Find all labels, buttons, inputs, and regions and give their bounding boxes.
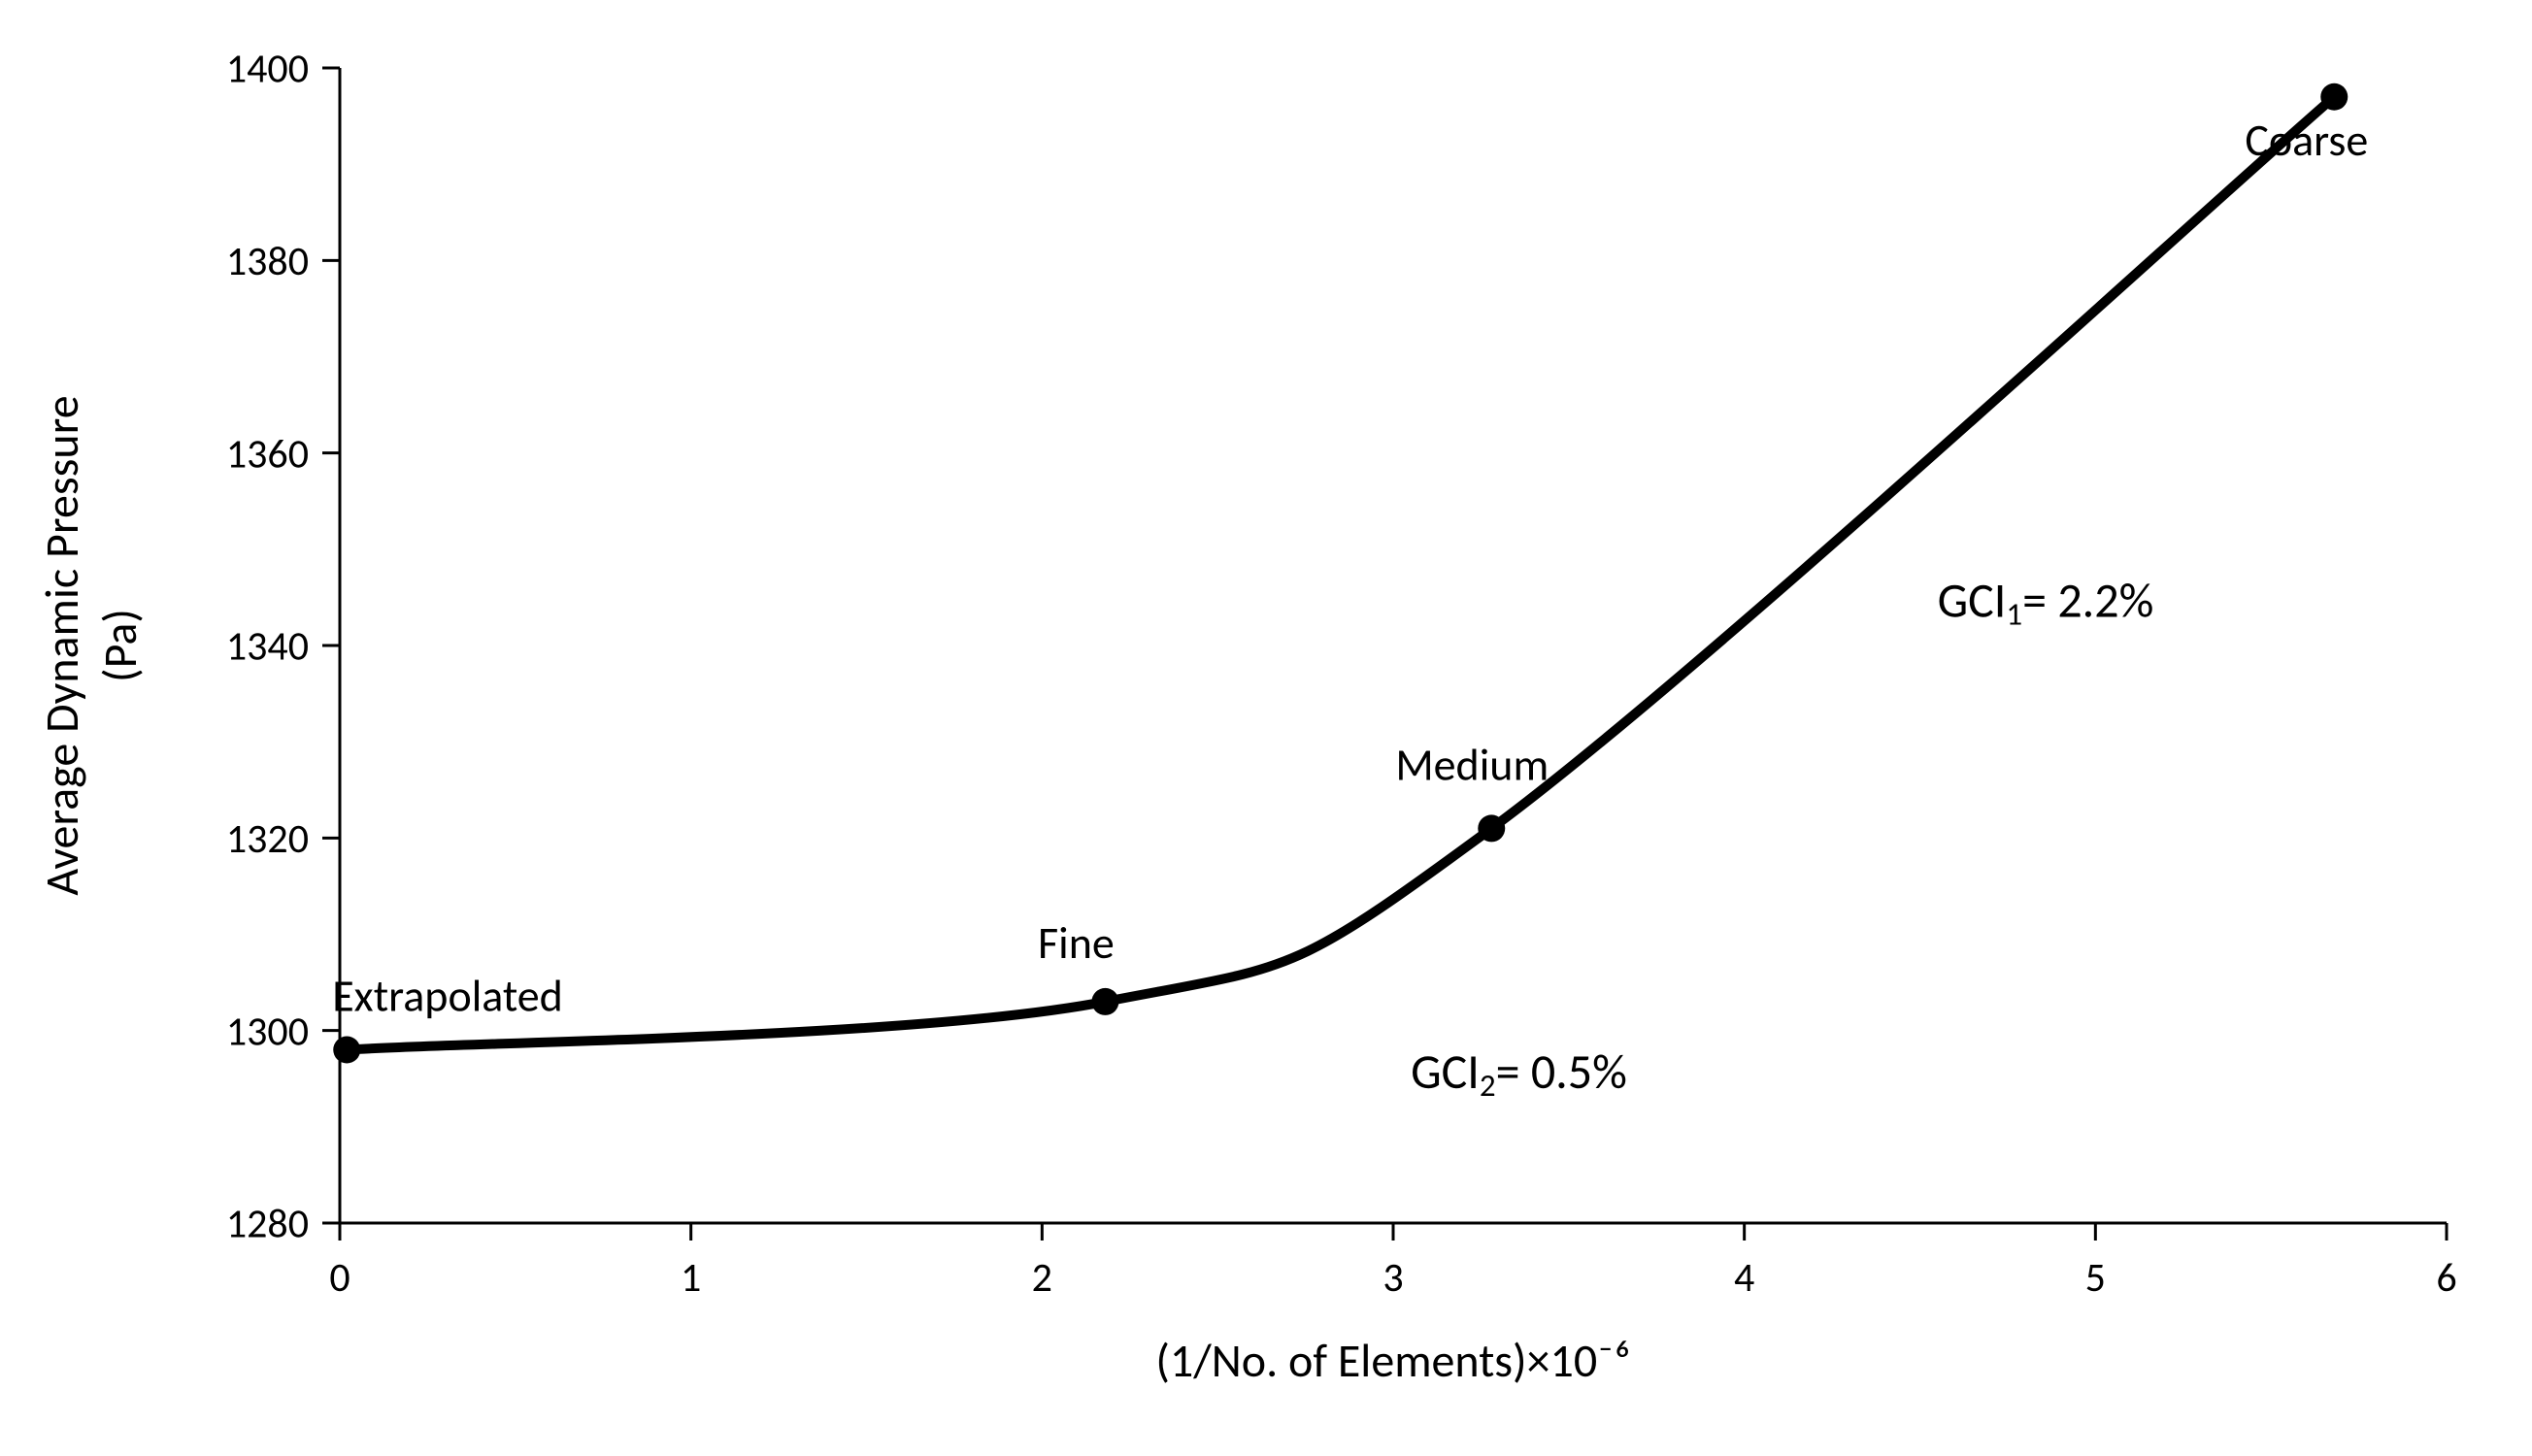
x-axis-title: (1/No. of Elements)×10⁻⁶ — [1155, 1332, 1630, 1389]
chart-container: 0 1 2 3 4 5 6 1280 1300 1320 1340 1360 1380 1400 (1/No… — [0, 0, 2532, 1456]
data-point — [1091, 988, 1118, 1015]
y-tick-label: 1400 — [226, 45, 309, 94]
x-tick-label: 5 — [2085, 1253, 2106, 1303]
x-tick-label: 0 — [329, 1253, 350, 1303]
data-point-label: Medium — [1395, 738, 1549, 792]
data-point-label: Extrapolated — [332, 970, 563, 1024]
y-tick-label: 1320 — [226, 814, 309, 864]
y-tick-label: 1360 — [226, 429, 309, 479]
y-axis-title-line2: (Pa) — [91, 609, 149, 682]
y-tick-label: 1280 — [226, 1200, 309, 1249]
y-tick-label: 1380 — [226, 237, 309, 286]
gci-annotation: GCI1= 2.2% — [1938, 571, 2154, 633]
data-point-label: Fine — [1038, 916, 1115, 971]
data-point — [1478, 814, 1505, 842]
x-tick-label: 6 — [2436, 1253, 2456, 1303]
gci-annotation: GCI2= 0.5% — [1411, 1042, 1627, 1105]
x-tick-label: 2 — [1032, 1253, 1052, 1303]
data-point-label: Coarse — [2245, 114, 2368, 168]
x-tick-label: 4 — [1734, 1253, 1754, 1303]
y-axis-title-line1: Average Dynamic Pressure — [33, 395, 90, 895]
data-point — [333, 1037, 360, 1064]
chart-background — [0, 0, 2532, 1456]
gci-convergence-chart: 0 1 2 3 4 5 6 1280 1300 1320 1340 1360 1380 1400 (1/No… — [0, 0, 2532, 1456]
x-tick-label: 1 — [681, 1253, 701, 1303]
y-tick-label: 1300 — [226, 1007, 309, 1056]
data-point — [2320, 83, 2348, 111]
x-tick-label: 3 — [1383, 1253, 1403, 1303]
y-tick-label: 1340 — [226, 622, 309, 672]
